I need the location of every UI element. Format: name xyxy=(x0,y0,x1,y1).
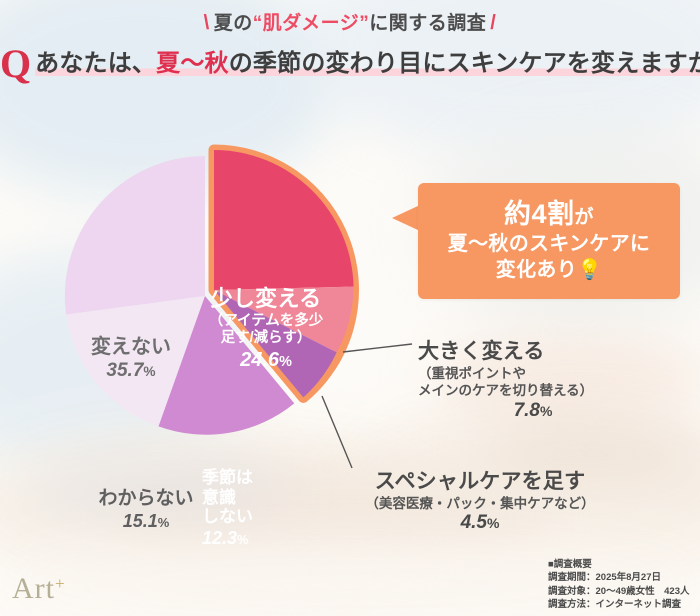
banner-suffix: に関する調査 xyxy=(369,13,487,34)
question-suffix: の季節の変わり目にスキンケアを変えますか？ xyxy=(228,50,700,77)
pie-label-kaenai: 変えない 35.7% xyxy=(68,336,194,382)
pie-label-kaenai-percent: 35.7% xyxy=(68,360,194,382)
pie-emphasis-group xyxy=(208,144,359,403)
survey-metadata-period: 調査期間：2025年8月27日 xyxy=(548,572,661,584)
callout-tail xyxy=(392,205,420,231)
annotation-big-change: 大きく変える （重視ポイントや メインのケアを切り替える） 7.8% xyxy=(418,340,648,422)
pie-slice-sukoshi xyxy=(214,150,354,290)
question-mark-icon: Q xyxy=(0,41,32,86)
question-prefix: あなたは、 xyxy=(35,50,157,77)
annotation-special-care-percent: 4.5% xyxy=(330,512,630,534)
pie-label-wakaranai: わからない 15.1% xyxy=(78,488,214,532)
banner-title: \ 夏の“肌ダメージ”に関する調査 / xyxy=(0,8,700,35)
pie-slice-kaenai xyxy=(64,155,206,315)
annotation-special-care-title: スペシャルケアを足す xyxy=(374,470,586,493)
banner-prefix: 夏の xyxy=(213,13,253,34)
annotation-special-care-sub1: （美容医療・パック・集中ケアなど） xyxy=(365,495,595,511)
banner-slash-left: \ xyxy=(203,12,210,34)
pie-chart: 少し変える （アイテムを多少 足す/減らす） 24.6% 変えない 35.7% … xyxy=(0,96,470,548)
pie-label-wakaranai-percent: 15.1% xyxy=(78,511,214,532)
question-line: Q あなたは、夏〜秋の季節の変わり目にスキンケアを変えますか？ xyxy=(0,40,700,87)
annotation-big-change-value: 7.8 xyxy=(513,399,540,421)
pie-label-wakaranai-name: わからない xyxy=(98,488,194,509)
survey-metadata-target: 調査対象：20〜49歳女性 423人 xyxy=(548,585,690,597)
pie-label-wakaranai-unit: % xyxy=(157,515,170,531)
callout-line1: 約4割が xyxy=(504,199,594,230)
annotation-big-change-title: 大きく変える xyxy=(418,340,545,363)
pie-label-kisetsu: 季節は 意識 しない 12.3% xyxy=(202,468,294,549)
pie-label-kisetsu-line2: 意識 xyxy=(202,487,236,507)
brand-logo: Art+ xyxy=(12,572,66,606)
pie-label-sukoshi-name: 少し変える xyxy=(210,286,322,311)
pie-label-kisetsu-percent: 12.3% xyxy=(202,528,294,549)
pie-label-sukoshi-percent: 24.6% xyxy=(186,349,346,372)
survey-metadata-title: ■調査概要 xyxy=(548,559,592,570)
question-highlight: 夏〜秋 xyxy=(156,50,229,77)
pie-label-kisetsu-line3: しない xyxy=(202,507,253,527)
pie-slice-kisetsu xyxy=(158,296,295,435)
banner-slash-right: / xyxy=(490,12,497,34)
annotation-special-care-value: 4.5 xyxy=(460,512,487,534)
callout-line1-main: 約4割 xyxy=(503,199,575,230)
callout-line1-suffix: が xyxy=(574,207,595,229)
pie-label-kisetsu-unit: % xyxy=(237,532,249,548)
pie-label-kisetsu-line1: 季節は xyxy=(202,468,253,487)
survey-metadata: ■調査概要 調査期間：2025年8月27日 調査対象：20〜49歳女性 423人… xyxy=(548,558,690,612)
callout-line2: 夏〜秋のスキンケアに xyxy=(447,232,651,255)
pie-label-sukoshi-unit: % xyxy=(279,354,292,371)
pie-label-sukoshi-sub1: （アイテムを多少 xyxy=(208,312,324,329)
pie-label-kisetsu-value: 12.3 xyxy=(202,528,238,549)
leader-line-special xyxy=(321,395,353,469)
pie-label-sukoshi-value: 24.6 xyxy=(240,349,280,372)
brand-logo-plus: + xyxy=(55,574,66,593)
annotation-special-care: スペシャルケアを足す （美容医療・パック・集中ケアなど） 4.5% xyxy=(330,470,630,534)
pie-label-wakaranai-value: 15.1 xyxy=(122,511,158,532)
annotation-big-change-unit: % xyxy=(539,402,553,419)
header: \ 夏の“肌ダメージ”に関する調査 / Q あなたは、夏〜秋の季節の変わり目にスキンケ… xyxy=(0,0,700,100)
survey-metadata-method: 調査方法：インターネット調査 xyxy=(548,599,682,611)
pie-label-kaenai-unit: % xyxy=(143,364,156,380)
annotation-big-change-sub1: （重視ポイントや xyxy=(418,365,526,381)
pie-slice-okiku xyxy=(214,286,354,353)
brand-logo-text: Art xyxy=(12,572,55,605)
pie-label-kaenai-name: 変えない xyxy=(91,336,171,358)
pie-label-sukoshi-sub2: 足す/減らす） xyxy=(220,330,312,347)
annotation-big-change-percent: 7.8% xyxy=(418,400,648,422)
pie-label-kaenai-value: 35.7 xyxy=(106,360,144,382)
annotation-big-change-sub2: メインのケアを切り替える） xyxy=(418,383,594,399)
callout-box: 約4割が 夏〜秋のスキンケアに 変化あり💡 xyxy=(418,183,680,299)
pie-slice-special xyxy=(214,290,337,398)
pie-chart-svg xyxy=(64,144,413,469)
banner-highlight: “肌ダメージ” xyxy=(252,13,370,34)
pie-slice-wakaranai xyxy=(66,296,205,427)
callout-line3: 変化あり💡 xyxy=(495,258,603,281)
question-text: あなたは、夏〜秋の季節の変わり目にスキンケアを変えますか？ xyxy=(35,50,700,77)
annotation-special-care-unit: % xyxy=(486,515,500,532)
pie-label-sukoshi: 少し変える （アイテムを多少 足す/減らす） 24.6% xyxy=(186,286,346,372)
leader-line-okiku xyxy=(342,343,413,353)
